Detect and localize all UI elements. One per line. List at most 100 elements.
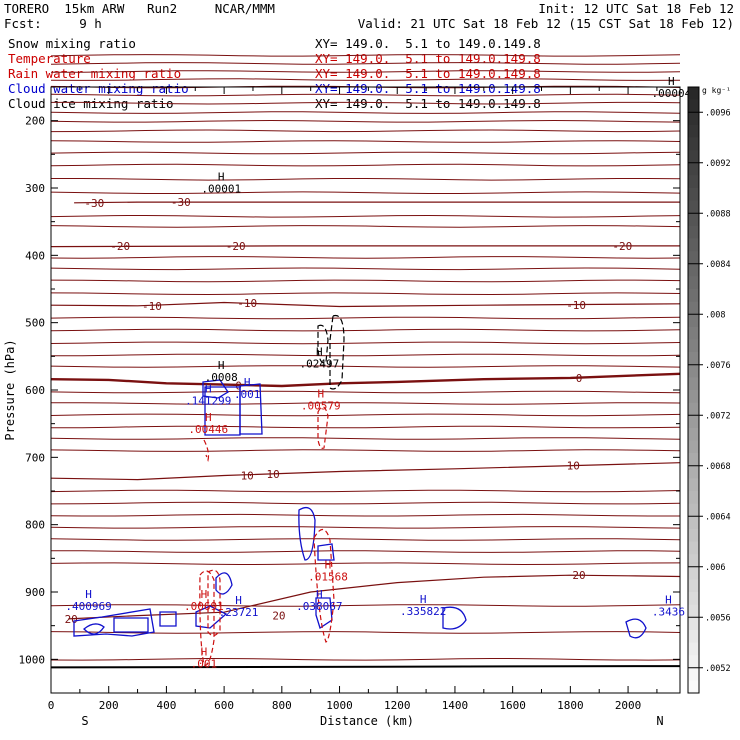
plot-border: [50, 86, 681, 694]
colorbar-band: [688, 112, 699, 126]
cloud-water-contour: [113, 617, 149, 633]
colorbar-band: [688, 465, 699, 479]
legend-rain: Rain water mixing ratio: [8, 66, 182, 81]
cloud-water-contour: [625, 618, 647, 639]
rain-water-contour: [317, 406, 329, 449]
temperature-contour-label: 20: [272, 610, 285, 623]
maximum-marker: H: [420, 593, 427, 606]
colorbar-band: [688, 263, 699, 277]
temperature-isotherm: [50, 119, 681, 123]
colorbar-band: [688, 617, 699, 631]
colorbar-band: [688, 289, 699, 303]
rain-water-contours: [199, 406, 335, 666]
colorbar-unit: g kg⁻¹: [702, 86, 731, 95]
maximum-value-label: .23721: [219, 606, 259, 619]
maximum-marker: H: [218, 171, 225, 184]
maximum-value-label: .335822: [400, 605, 446, 618]
maximum-value-label: .0008: [205, 371, 238, 384]
temperature-isotherm: [50, 341, 681, 345]
maximum-marker: H: [316, 588, 323, 601]
colorbar-band: [688, 680, 699, 694]
temperature-contour-label: -10: [142, 300, 162, 313]
temperature-contour-20: [68, 574, 681, 620]
colorbar-band: [688, 225, 699, 239]
temperature-contours: -30 -30 -20 -20 -20 -10 -10 -10 0 0 10 10 10 20 20 20: [50, 54, 681, 669]
colorbar-band: [688, 276, 699, 290]
colorbar-band: [688, 377, 699, 391]
temperature-isotherm: [51, 178, 681, 181]
temperature-contour-label: 20: [65, 613, 78, 626]
colorbar-band: [688, 415, 699, 429]
colorbar-band: [688, 213, 699, 227]
colorbar-band: [688, 137, 699, 151]
colorbar-band: [688, 150, 699, 164]
temperature-isotherm: [50, 631, 681, 634]
legend-temperature: Temperature: [8, 51, 91, 66]
y-axis-label: Pressure (hPa): [3, 339, 17, 440]
temperature-contour-label: 0: [576, 372, 583, 385]
snow-contours: [317, 314, 345, 390]
colorbar-band: [688, 541, 699, 555]
cloud-water-contour: [298, 506, 316, 561]
colorbar-tick-label: .0056: [705, 613, 731, 623]
colorbar-band: [688, 364, 699, 378]
colorbar-band: [688, 99, 699, 113]
colorbar-band: [688, 516, 699, 530]
maximum-marker: H: [235, 594, 242, 607]
temperature-contour-label: -30: [84, 197, 104, 210]
temperature-isotherm: [50, 538, 681, 541]
colorbar-band: [688, 390, 699, 404]
colorbar-band: [688, 453, 699, 467]
temperature-isotherm: [50, 353, 681, 357]
colorbar-band: [688, 188, 699, 202]
colorbar-tick-label: .0076: [705, 361, 731, 371]
x-tick-label: 1600: [499, 699, 526, 712]
temperature-isotherm: [50, 437, 681, 440]
temperature-isotherm: [50, 526, 681, 529]
y-tick-label: 900: [25, 586, 45, 599]
maximum-marker: H: [201, 588, 208, 601]
colorbar-band: [688, 554, 699, 568]
temperature-isotherm: [50, 140, 681, 143]
cloud-water-contour: [442, 606, 467, 630]
temperature-isotherm: [50, 489, 681, 493]
temperature-isotherm: [50, 279, 681, 283]
cloud-water-contours: [73, 379, 647, 639]
temperature-isotherm: [50, 390, 681, 394]
temperature-isotherm: [50, 78, 681, 81]
colorbar-tick-label: .0092: [705, 159, 731, 169]
maximum-value-label: .00004: [651, 87, 691, 100]
temperature-isotherm: [51, 550, 681, 553]
temperature-contour-label: 10: [267, 468, 280, 481]
colorbar-band: [688, 566, 699, 580]
colorbar-band: [688, 238, 699, 252]
header-fcst: Fcst: 9 h: [4, 16, 102, 31]
colorbar-band: [688, 427, 699, 441]
temperature-isotherm: [50, 292, 681, 296]
y-tick-label: 800: [25, 519, 45, 532]
colorbar-band: [688, 667, 699, 681]
rain-water-contour: [207, 569, 221, 637]
south-label: S: [81, 714, 88, 728]
cloud-water-contour: [215, 572, 233, 595]
temperature-contour--20: [50, 245, 680, 248]
colorbar-band: [688, 314, 699, 328]
temperature-isotherm: [50, 256, 681, 259]
maximum-value-label: .00001: [201, 183, 241, 196]
colorbar-tick-label: .006: [705, 563, 725, 573]
legend-snow-xy: XY= 149.0. 5.1 to 149.0.149.8: [315, 36, 541, 51]
y-tick-label: 300: [25, 182, 45, 195]
maximum-value-label: .00579: [301, 399, 341, 412]
cloud-water-contour: [317, 543, 335, 561]
colorbar-band: [688, 251, 699, 265]
temperature-isotherm: [50, 54, 681, 57]
x-tick-label: 1000: [326, 699, 353, 712]
legend-rain-xy: XY= 149.0. 5.1 to 149.0.149.8: [315, 66, 541, 81]
temperature-isotherm: [50, 328, 681, 332]
temperature-isotherm: [50, 365, 681, 368]
maximum-marker: H: [205, 383, 212, 396]
temperature-contour-label: -30: [171, 196, 191, 209]
temperature-contour-label: 10: [567, 459, 580, 472]
